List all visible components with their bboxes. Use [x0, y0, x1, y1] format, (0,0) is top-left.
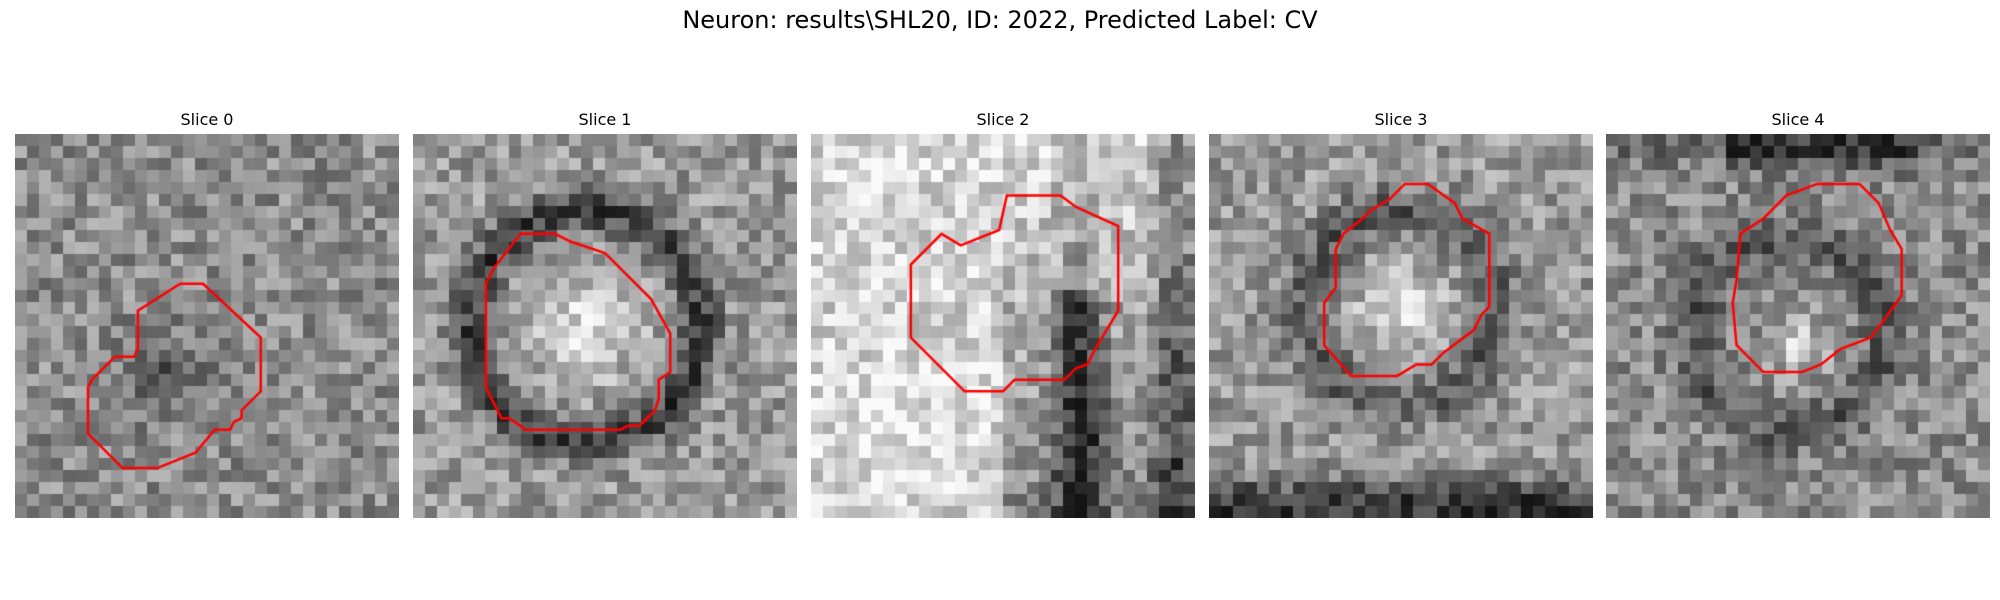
slice-image — [1606, 134, 1990, 518]
slice-title: Slice 3 — [1374, 110, 1428, 129]
slice-panel-1: Slice 1 — [413, 108, 797, 518]
slice-image — [15, 134, 399, 518]
slice-title: Slice 2 — [976, 110, 1030, 129]
slice-image — [811, 134, 1195, 518]
slice-panel-0: Slice 0 — [15, 108, 399, 518]
slice-image — [413, 134, 797, 518]
slice-title: Slice 0 — [180, 110, 234, 129]
slice-panel-2: Slice 2 — [811, 108, 1195, 518]
figure-title: Neuron: results\SHL20, ID: 2022, Predict… — [682, 6, 1318, 34]
slice-title: Slice 1 — [578, 110, 632, 129]
slice-panel-4: Slice 4 — [1606, 108, 1990, 518]
slice-panel-3: Slice 3 — [1209, 108, 1593, 518]
slice-title: Slice 4 — [1771, 110, 1825, 129]
slice-image — [1209, 134, 1593, 518]
